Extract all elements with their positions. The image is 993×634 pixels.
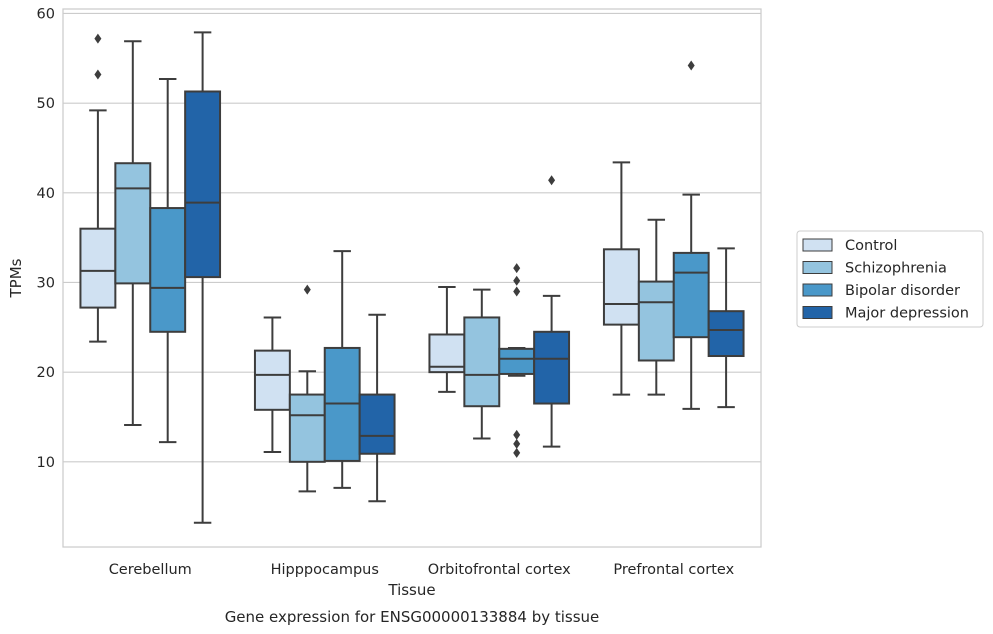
outlier-point: [513, 263, 521, 274]
legend-swatch: [802, 238, 833, 252]
legend-swatch: [802, 306, 833, 319]
box-1-3: [637, 218, 675, 396]
outlier-point: [548, 175, 556, 186]
box-3-0: [184, 31, 222, 524]
box-iqr: [498, 347, 536, 375]
box-iqr: [79, 227, 117, 309]
x-tick-label: Orbitofrontal cortex: [428, 562, 571, 578]
y-tick-label: 50: [37, 96, 55, 112]
box-iqr: [707, 310, 745, 358]
box-iqr: [253, 349, 291, 411]
outlier-point: [513, 447, 521, 458]
x-tick-label: Cerebellum: [109, 562, 192, 578]
y-tick-label: 30: [37, 275, 55, 291]
outlier-point: [513, 429, 521, 440]
outlier-point: [94, 69, 102, 80]
box-iqr: [184, 90, 222, 279]
x-axis-ticks: Cerebellum Hipppocampus Orbitofrontal cort…: [109, 562, 735, 578]
box-2-1: [323, 250, 361, 489]
x-tick-label: Hipppocampus: [271, 562, 379, 578]
box-3-2: [533, 175, 571, 448]
box-groups: [79, 31, 745, 524]
y-tick-label: 60: [37, 6, 55, 22]
legend-label: Schizophrenia: [845, 261, 947, 277]
plot-frame: [62, 8, 762, 548]
box-1-2: [463, 288, 501, 440]
legend-label: Bipolar disorder: [845, 283, 960, 299]
box-2-3: [672, 60, 710, 410]
y-axis-label: TPMs: [7, 258, 25, 298]
y-tick-label: 20: [37, 365, 55, 381]
legend-swatch: [802, 261, 833, 274]
box-2-0: [149, 77, 187, 444]
legend-swatch: [802, 283, 833, 297]
outlier-point: [513, 438, 521, 449]
box-0-3: [602, 161, 640, 396]
legend-label: Major depression: [845, 306, 969, 322]
outlier-point: [94, 33, 102, 44]
outlier-point: [303, 284, 311, 295]
box-iqr: [114, 162, 152, 285]
legend: Control Schizophrenia Bipolar disorder Majo…: [796, 230, 984, 328]
y-tick-label: 40: [37, 186, 55, 202]
box-iqr: [602, 248, 640, 326]
box-iqr: [358, 393, 396, 455]
box-iqr: [533, 330, 571, 405]
legend-label: Control: [845, 238, 897, 254]
box-iqr: [288, 393, 326, 463]
box-0-2: [428, 285, 466, 393]
outlier-point: [687, 60, 695, 71]
box-0-1: [253, 316, 291, 453]
y-axis-ticks: 10 20 30 40 50 60: [37, 6, 55, 470]
x-tick-label: Prefrontal cortex: [613, 562, 734, 578]
box-iqr: [637, 280, 675, 362]
box-2-2: [498, 263, 536, 458]
box-1-1: [288, 284, 326, 493]
outlier-point: [513, 275, 521, 286]
box-3-3: [707, 247, 745, 409]
box-iqr: [672, 251, 710, 339]
x-axis-label: Tissue: [387, 581, 435, 599]
outlier-point: [513, 286, 521, 297]
y-tick-label: 10: [37, 455, 55, 471]
legend-frame: [796, 230, 984, 328]
box-1-0: [114, 40, 152, 427]
chart-caption: Gene expression for ENSG00000133884 by t…: [225, 608, 600, 626]
box-3-1: [358, 313, 396, 503]
box-iqr: [149, 207, 187, 333]
box-iqr: [463, 316, 501, 408]
box-0-0: [79, 33, 117, 343]
